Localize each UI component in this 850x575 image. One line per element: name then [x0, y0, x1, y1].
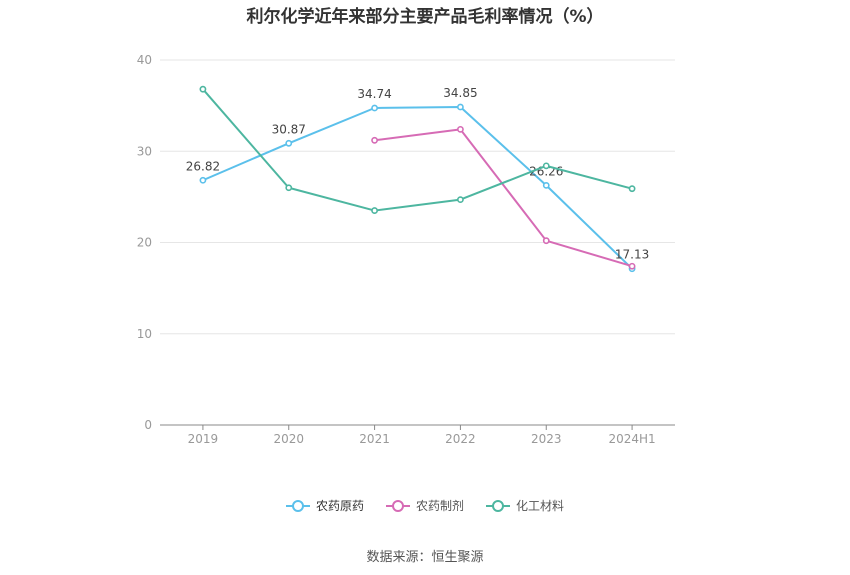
legend-marker-icon — [385, 499, 410, 512]
data-label: 30.87 — [272, 122, 306, 136]
x-tick-label: 2021 — [359, 432, 390, 446]
legend: 农药原药 农药制剂 化工材料 — [0, 497, 850, 514]
data-point — [199, 85, 207, 93]
x-tick-label: 2019 — [188, 432, 219, 446]
data-point — [199, 176, 207, 184]
x-tick-label: 2023 — [531, 432, 562, 446]
data-point — [371, 207, 378, 214]
source-note: 数据来源：恒生聚源 — [366, 550, 484, 565]
data-point — [542, 181, 550, 189]
data-point — [285, 184, 293, 192]
y-tick-label: 30 — [137, 144, 152, 158]
x-tick-label: 2020 — [273, 432, 304, 446]
data-point — [628, 262, 636, 270]
series-line-1 — [202, 105, 633, 270]
data-point — [371, 104, 378, 112]
data-label: 17.13 — [615, 248, 649, 262]
data-label: 34.85 — [443, 86, 477, 100]
data-point — [457, 196, 464, 204]
legend-item-2[interactable]: 农药制剂 — [385, 497, 464, 514]
data-point — [457, 103, 464, 111]
series-line-3 — [202, 88, 633, 212]
legend-label: 化工材料 — [516, 499, 565, 513]
data-point — [542, 162, 550, 170]
data-label: 26.82 — [186, 159, 220, 173]
y-tick-label: 10 — [137, 327, 152, 341]
legend-item-1[interactable]: 农药原药 — [285, 497, 364, 514]
y-tick-label: 0 — [144, 418, 152, 432]
x-tick-label: 2024H1 — [608, 432, 655, 446]
y-tick-label: 20 — [137, 236, 152, 250]
legend-marker-icon — [486, 499, 510, 512]
y-tick-label: 40 — [137, 53, 152, 67]
chart-title: 利尔化学近年来部分主要产品毛利率情况（%） — [246, 7, 604, 27]
data-point — [628, 185, 636, 193]
x-tick-label: 2022 — [445, 432, 476, 446]
data-point — [285, 139, 293, 147]
data-point — [542, 237, 550, 245]
data-label: 34.74 — [357, 87, 391, 101]
data-point — [457, 125, 464, 133]
legend-label: 农药制剂 — [415, 499, 464, 513]
data-point — [371, 136, 378, 144]
legend-item-3[interactable]: 化工材料 — [486, 497, 564, 514]
series-line-2 — [374, 128, 633, 268]
legend-label: 农药原药 — [315, 499, 364, 513]
legend-marker-icon — [285, 499, 310, 512]
